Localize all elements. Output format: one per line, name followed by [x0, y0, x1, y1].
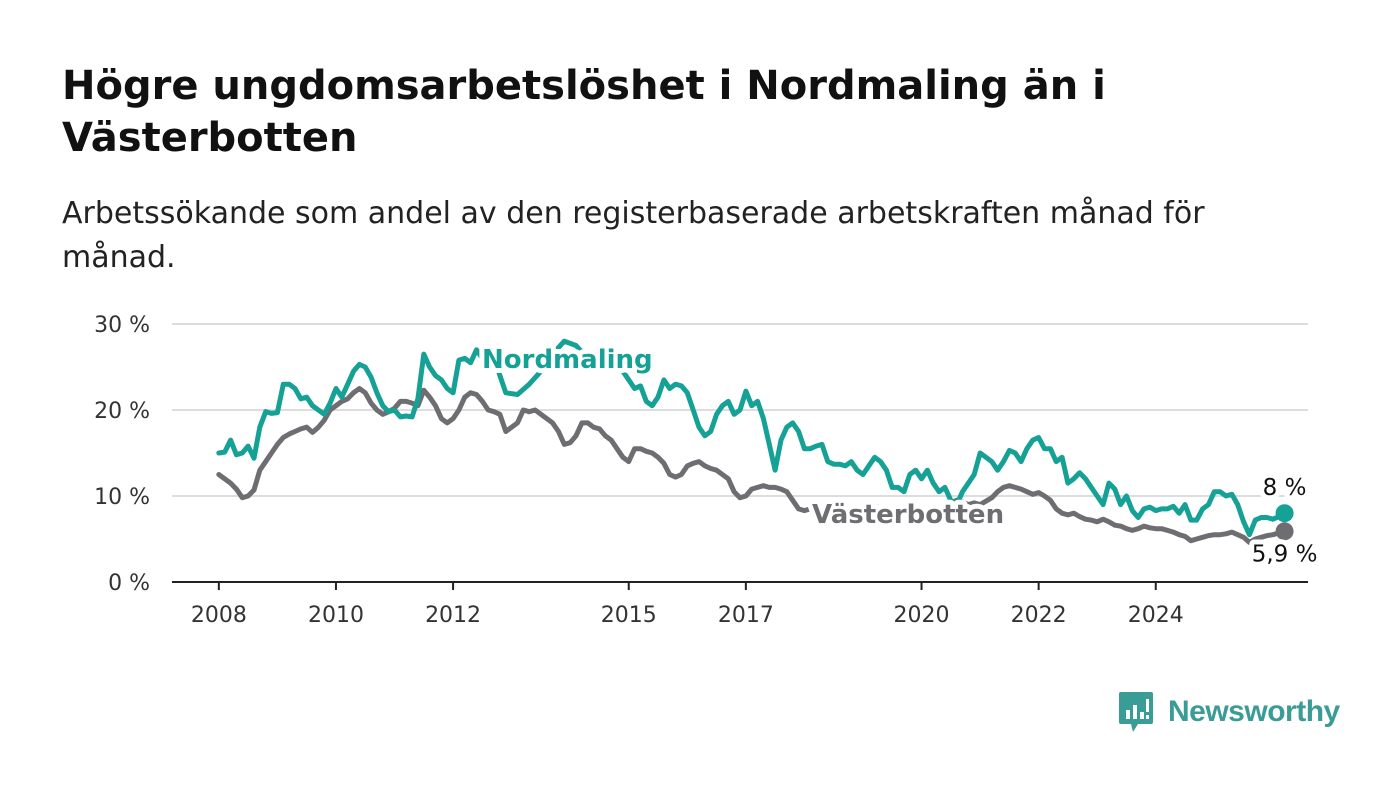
- x-tick-label: 2008: [191, 603, 247, 628]
- newsworthy-logo-icon: [1119, 692, 1153, 732]
- y-tick-label: 30 %: [94, 313, 150, 338]
- chart-title: Högre ungdomsarbetslöshet i Nordmaling ä…: [62, 63, 1106, 161]
- x-tick-label: 2015: [601, 603, 657, 628]
- series-lines: [216, 338, 1294, 545]
- end-value-label-nordmaling: 8 %: [1263, 475, 1307, 501]
- series-line-1: [216, 386, 1288, 545]
- series-label-nordmaling-halo: Nordmaling: [482, 345, 653, 375]
- x-tick-label: 2024: [1128, 603, 1184, 628]
- series-label-nordmaling: Nordmaling: [482, 345, 653, 375]
- end-value-label-nordmaling-halo: 8 %: [1263, 475, 1307, 501]
- x-tick-label: 2012: [425, 603, 481, 628]
- x-tick-label: 2022: [1011, 603, 1067, 628]
- y-tick-label: 10 %: [94, 485, 150, 510]
- series-label-vasterbotten: Västerbotten: [812, 500, 1004, 530]
- chart-subtitle: Arbetssökande som andel av den registerb…: [62, 196, 1205, 275]
- series-end-point: [1275, 504, 1294, 523]
- brand-name: Newsworthy: [1168, 695, 1340, 728]
- series-line-0: [216, 338, 1288, 538]
- series-end-point: [1275, 522, 1294, 541]
- x-tick-label: 2020: [894, 603, 950, 628]
- end-value-label-vasterbotten-halo: 5,9 %: [1252, 541, 1318, 567]
- brand-logo: Newsworthy: [1118, 690, 1340, 734]
- end-value-label-vasterbotten: 5,9 %: [1252, 541, 1318, 567]
- x-axis: 2008 2010 2012 2015 2017 2020 2022 2024: [172, 581, 1308, 628]
- y-axis-labels: 0 % 10 % 20 % 30 %: [94, 313, 150, 596]
- x-tick-label: 2010: [308, 603, 364, 628]
- series-labels: NordmalingNordmalingVästerbottenVästerbo…: [477, 340, 1322, 572]
- y-tick-label: 20 %: [94, 399, 150, 424]
- y-tick-label: 0 %: [108, 571, 150, 596]
- series-label-vasterbotten-halo: Västerbotten: [812, 500, 1004, 530]
- x-tick-label: 2017: [718, 603, 774, 628]
